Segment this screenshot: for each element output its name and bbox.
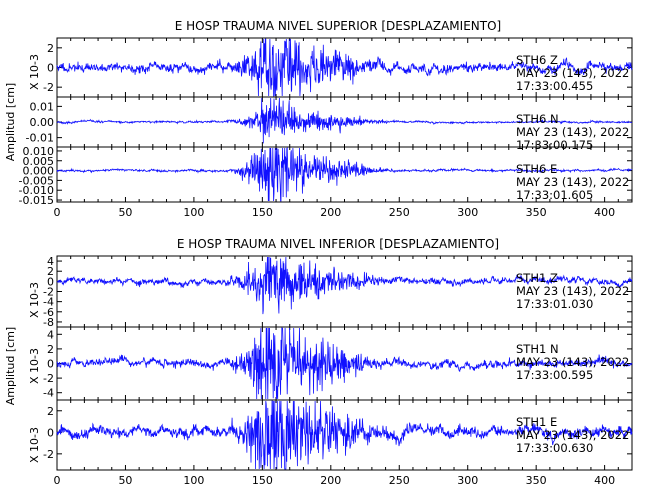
time-label: 17:33:00.595 [516,368,593,382]
x-tick-label: 100 [183,474,204,487]
figure-superior: E HOSP TRAUMA NIVEL SUPERIOR [DESPLAZAMI… [4,19,633,219]
x-tick-label: 250 [389,474,410,487]
date-label: MAY 23 (143), 2022 [516,284,629,298]
y-tick-label: 2 [47,405,54,418]
y-tick-label: 0 [47,275,54,288]
y-tick-label: -0.010 [19,184,54,197]
y-axis-label-superior: Amplitud [cm] [4,83,17,161]
x-tick-label: 50 [118,474,132,487]
x-tick-label: 0 [54,206,61,219]
date-label: MAY 23 (143), 2022 [516,355,629,369]
y-tick-label: 0.000 [23,165,55,178]
y-tick-label: -0.01 [26,132,54,145]
seismogram-trace [56,38,633,97]
seismogram-trace [56,327,633,400]
date-label: MAY 23 (143), 2022 [516,428,629,442]
y-tick-label: 2 [47,265,54,278]
station-label: STH1 N [516,342,559,356]
y-tick-label: -8 [43,316,54,329]
x-tick-label: 200 [320,206,341,219]
x-tick-label: 350 [526,206,547,219]
y-axis-label-inferior: Amplitud [cm] [4,327,17,405]
date-label: MAY 23 (143), 2022 [516,125,629,139]
station-label: STH6 E [516,162,557,176]
y-tick-label: 0 [47,62,54,75]
scale-label-inf-z: X 10-3 [28,282,41,318]
station-label: STH6 N [516,112,559,126]
seismogram-trace [56,256,633,315]
x-tick-label: 0 [54,474,61,487]
y-tick-label: -0.005 [19,174,54,187]
scale-label-inf-e: X 10-3 [28,427,41,463]
time-label: 17:33:00.630 [516,441,593,455]
figure-inferior: E HOSP TRAUMA NIVEL INFERIOR [DESPLAZAMI… [4,237,633,487]
seismogram-trace [56,97,633,144]
seismogram-trace [56,147,633,202]
x-tick-label: 400 [594,474,615,487]
figure-title-inferior: E HOSP TRAUMA NIVEL INFERIOR [DESPLAZAMI… [177,237,499,251]
y-tick-label: 0.010 [23,145,55,158]
time-label: 17:33:01.605 [516,188,593,202]
y-tick-label: 0.005 [23,155,55,168]
station-label: STH1 Z [516,271,558,285]
scale-label-sup-z: X 10-3 [28,54,41,90]
y-tick-label: 2 [47,42,54,55]
y-tick-label: -4 [43,387,54,400]
y-tick-label: 0.00 [30,116,55,129]
y-tick-label: 0.01 [30,100,55,113]
y-tick-label: 0 [47,358,54,371]
time-label: 17:33:00.175 [516,138,593,152]
y-tick-label: -2 [43,81,54,94]
y-tick-label: -2 [43,448,54,461]
time-label: 17:33:00.455 [516,79,593,93]
x-tick-label: 350 [526,474,547,487]
station-label: STH6 Z [516,53,558,67]
x-tick-label: 100 [183,206,204,219]
y-tick-label: 4 [47,255,54,268]
y-tick-label: -6 [43,306,54,319]
y-tick-label: -0.015 [19,194,54,207]
y-tick-label: -2 [43,286,54,299]
x-tick-label: 200 [320,474,341,487]
x-tick-label: 250 [389,206,410,219]
figure-title-superior: E HOSP TRAUMA NIVEL SUPERIOR [DESPLAZAMI… [175,19,501,33]
date-label: MAY 23 (143), 2022 [516,175,629,189]
y-tick-label: 2 [47,343,54,356]
seismogram-trace [56,400,633,470]
x-tick-label: 400 [594,206,615,219]
x-tick-label: 300 [457,206,478,219]
y-tick-label: 0 [47,426,54,439]
y-tick-label: -4 [43,296,54,309]
x-tick-label: 300 [457,474,478,487]
x-tick-label: 150 [252,474,273,487]
x-tick-label: 50 [118,206,132,219]
scale-label-inf-n: X 10-3 [28,348,41,384]
date-label: MAY 23 (143), 2022 [516,66,629,80]
time-label: 17:33:01.030 [516,297,593,311]
y-tick-label: 4 [47,328,54,341]
x-tick-label: 150 [252,206,273,219]
y-tick-label: -2 [43,372,54,385]
station-label: STH1 E [516,415,557,429]
